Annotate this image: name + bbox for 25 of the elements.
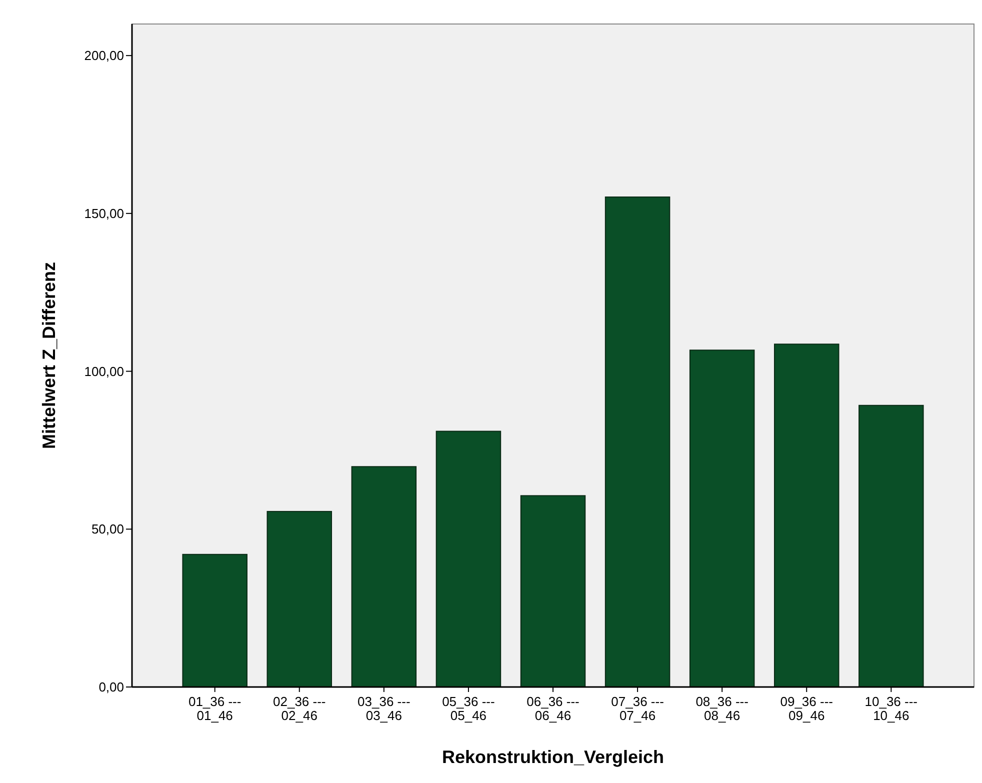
bar xyxy=(266,510,332,688)
x-tick-label: 03_36 --- 03_46 xyxy=(358,694,410,723)
y-tick-label: 150,00 xyxy=(84,206,124,221)
bar xyxy=(858,404,924,688)
x-tick-label: 08_36 --- 08_46 xyxy=(696,694,748,723)
y-tick-label: 200,00 xyxy=(84,48,124,64)
x-tick-label: 01_36 --- 01_46 xyxy=(188,694,242,723)
y-tick-label: 100,00 xyxy=(84,364,124,379)
bar xyxy=(436,430,502,688)
x-tick-label: 02_36 --- 02_46 xyxy=(273,694,326,723)
x-tick-label: 09_36 --- 09_46 xyxy=(780,694,833,723)
bar xyxy=(182,554,248,688)
y-axis-title: Mittelwert Z_Differenz xyxy=(39,262,59,450)
bar xyxy=(774,344,840,688)
bar xyxy=(520,495,586,688)
y-tick-label: 50,00 xyxy=(91,522,124,537)
x-tick-label: 06_36 --- 06_46 xyxy=(526,694,580,723)
bar xyxy=(604,196,670,688)
x-tick-label: 05_36 --- 05_46 xyxy=(442,694,495,723)
x-tick-label: 07_36 --- 07_46 xyxy=(611,694,664,723)
bar xyxy=(689,350,755,688)
x-tick-label: 10_36 --- 10_46 xyxy=(864,694,918,723)
bar xyxy=(351,466,417,688)
y-tick-label: 0,00 xyxy=(98,680,124,695)
x-axis-title: Rekonstruktion_Vergleich xyxy=(442,747,664,767)
